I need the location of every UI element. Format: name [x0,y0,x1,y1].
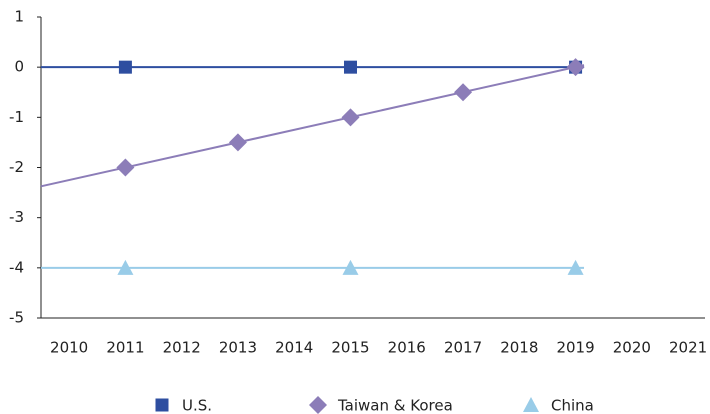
legend-marker [523,397,539,412]
legend-marker [309,396,327,414]
y-tick-label: 0 [14,58,24,76]
x-tick-label: 2019 [556,339,594,357]
marker [566,58,585,77]
y-tick-label: -4 [9,258,24,276]
marker [116,158,135,177]
marker [117,259,134,275]
y-tick-label: -2 [9,158,24,176]
x-tick-label: 2012 [163,339,201,357]
legend-label: Taiwan & Korea [337,397,453,414]
marker [342,259,359,275]
marker [341,108,360,127]
x-tick-label: 2016 [388,339,426,357]
x-tick-label: 2014 [275,339,313,357]
marker [228,133,247,152]
legend-marker [155,398,169,412]
marker [343,60,357,74]
legend-label: U.S. [182,397,212,414]
y-tick-label: -1 [9,108,24,126]
x-tick-label: 2015 [331,339,369,357]
marker [567,259,584,275]
marker [118,60,132,74]
x-tick-label: 2017 [444,339,482,357]
x-tick-label: 2013 [219,339,257,357]
x-tick-label: 2018 [500,339,538,357]
x-tick-label: 2020 [613,339,651,357]
y-tick-label: -5 [9,309,24,327]
y-tick-label: 1 [14,8,24,26]
legend-label: China [551,397,594,414]
x-tick-label: 2010 [50,339,88,357]
x-tick-label: 2021 [669,339,707,357]
x-tick-label: 2011 [106,339,144,357]
y-tick-label: -3 [9,208,24,226]
marker [454,83,473,102]
